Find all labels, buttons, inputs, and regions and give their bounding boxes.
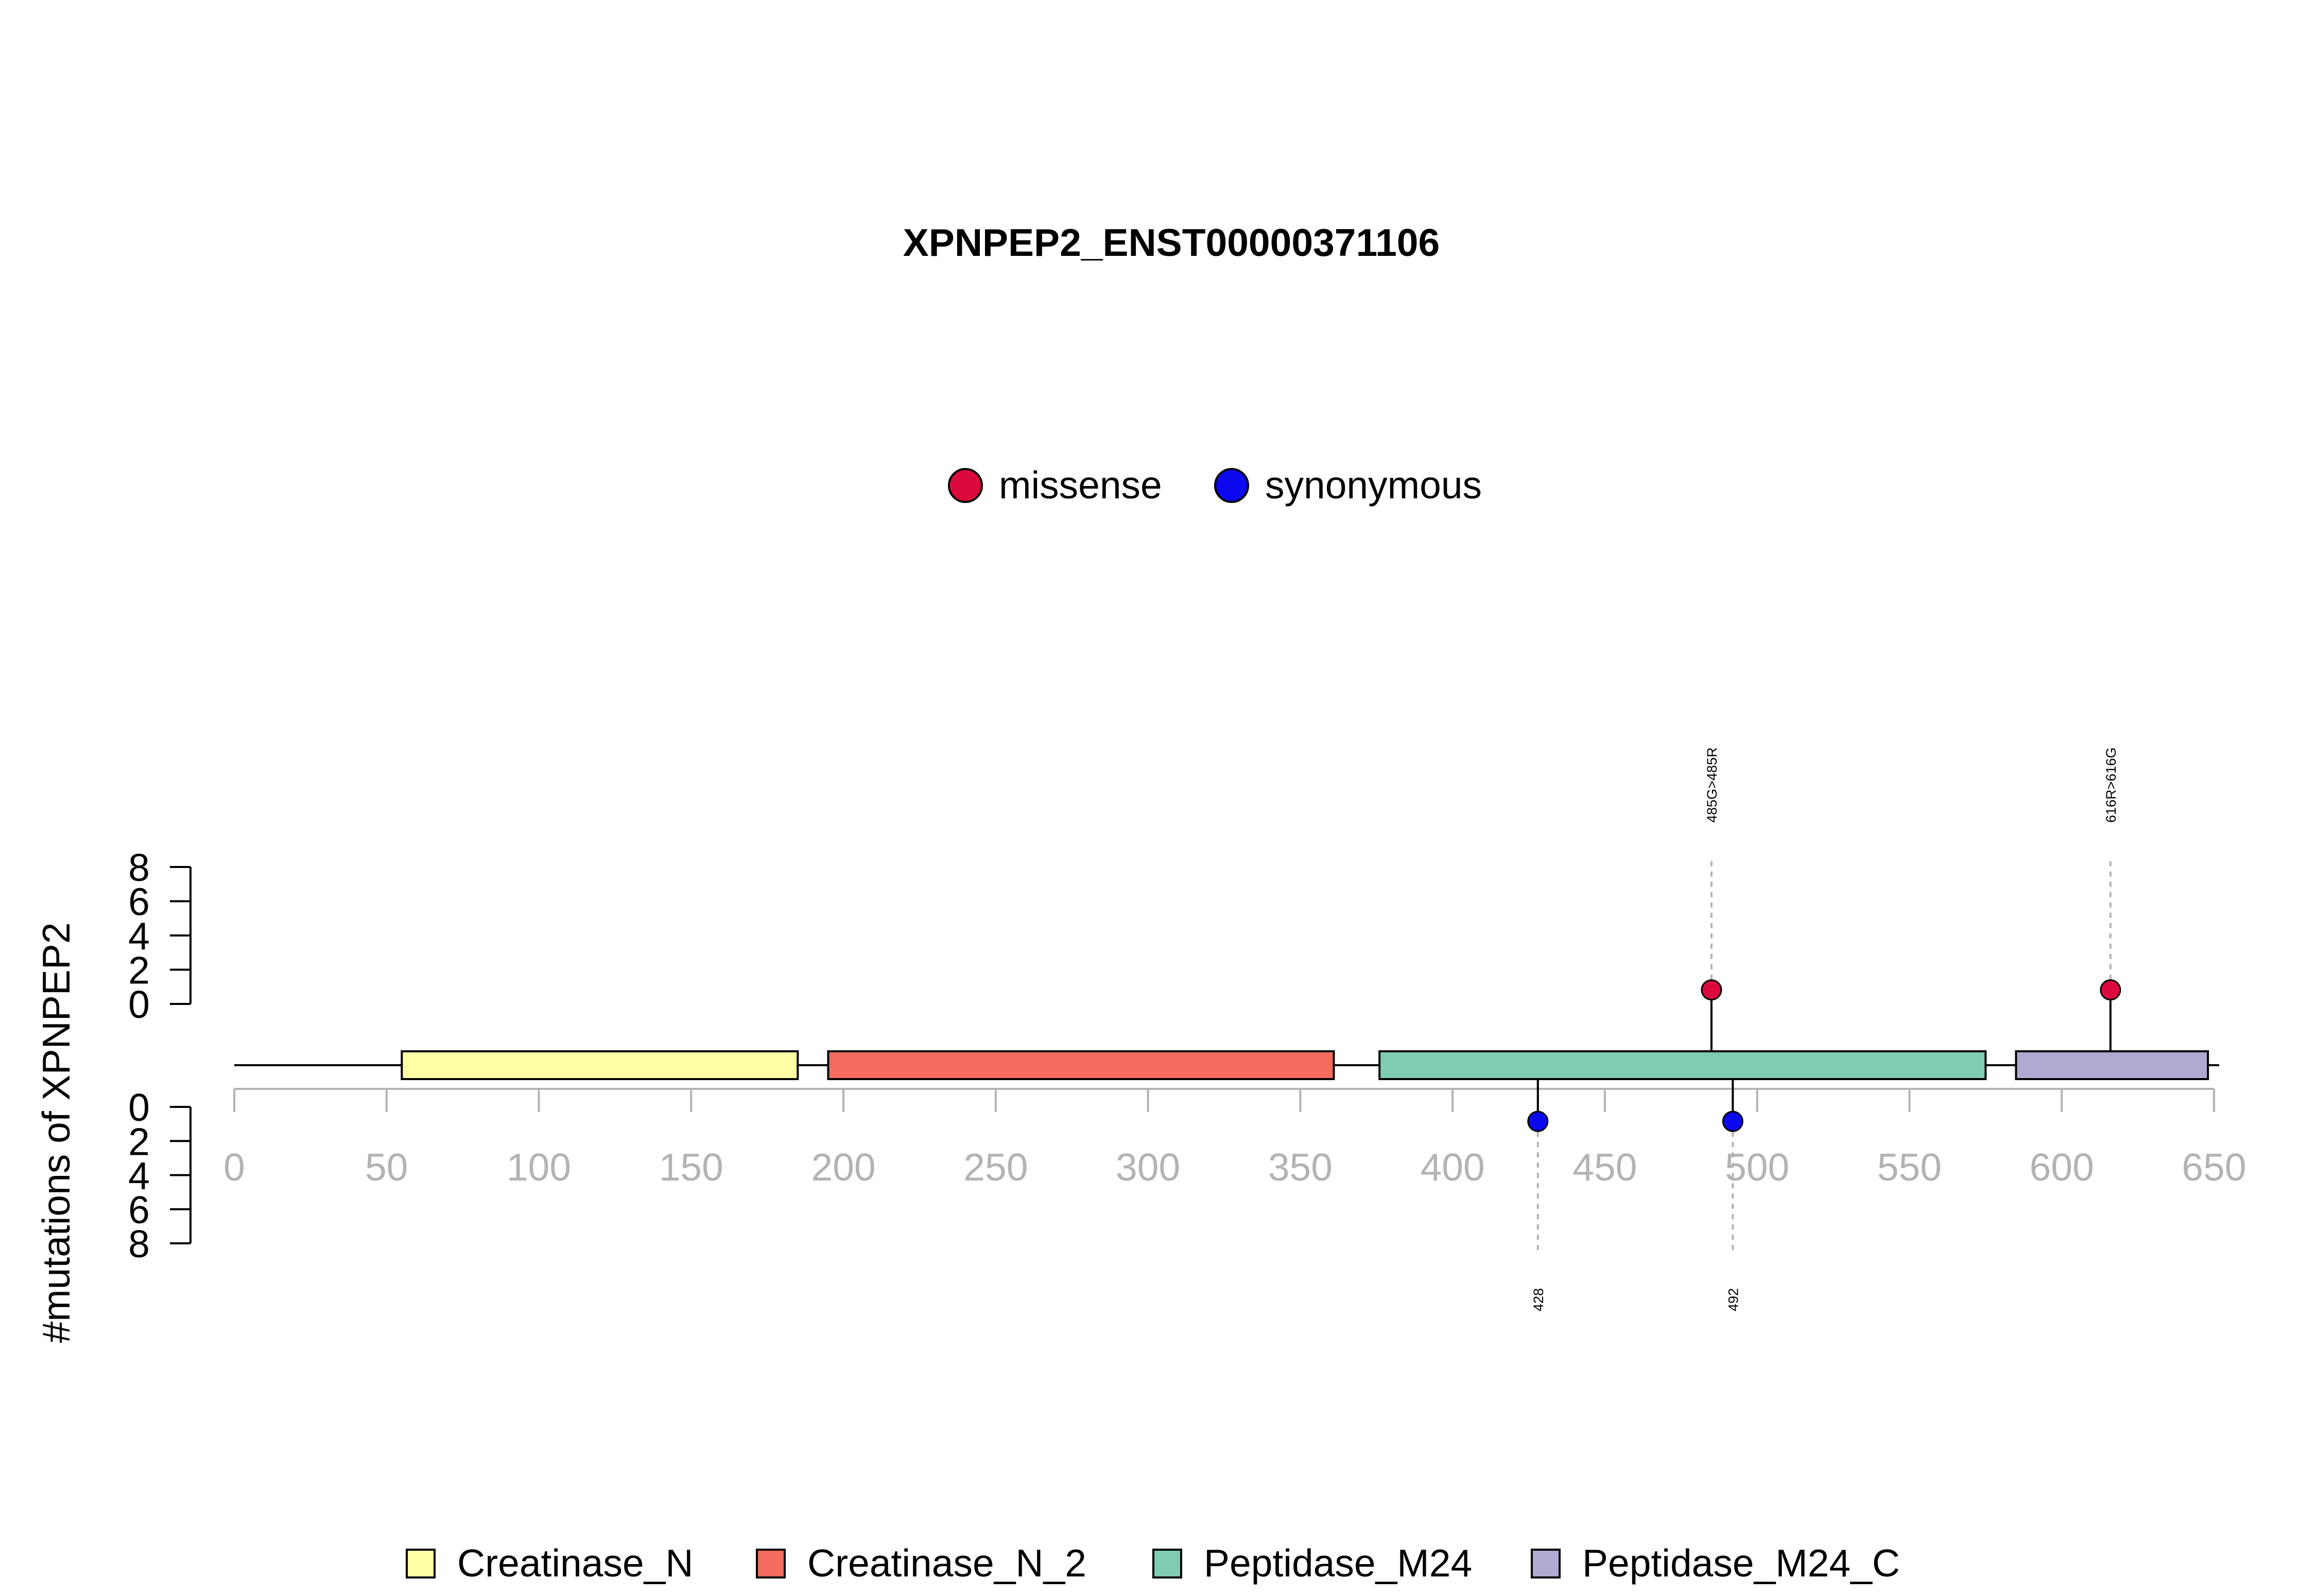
x-tick-label: 450	[1572, 1146, 1637, 1189]
x-tick-label: 600	[2030, 1146, 2094, 1189]
x-tick-label: 250	[963, 1146, 1028, 1189]
x-tick-label: 300	[1116, 1146, 1180, 1189]
legend-label-missense: missense	[999, 463, 1162, 507]
y-axis-label: #mutations of XPNPEP2	[34, 922, 78, 1343]
y-tick-label: 2	[128, 949, 150, 992]
mutation-lollipops: 485G>485R 616R>616G 428 492	[1527, 748, 2121, 1311]
legend-item-missense: missense	[948, 463, 1162, 507]
legend-label-synonymous: synonymous	[1265, 463, 1482, 507]
mutation-point	[1722, 1111, 1743, 1132]
x-tick-label: 400	[1421, 1146, 1485, 1189]
x-tick-label: 200	[811, 1146, 876, 1189]
mutation-point	[1701, 979, 1722, 1001]
mutation-label: 492	[1725, 1288, 1741, 1311]
domain-legend-item-Peptidase_M24: Peptidase_M24	[1152, 1541, 1472, 1585]
chart-title: XPNPEP2_ENST00000371106	[903, 221, 1440, 264]
y-tick-label: 4	[128, 1154, 150, 1198]
domain-legend-swatch	[1531, 1549, 1561, 1578]
x-axis: 0 50 100 150 200 250 300 350 400 450 500 550 600 650	[223, 1088, 2246, 1189]
y-tick-label: 0	[128, 1086, 150, 1129]
domain-track	[401, 1050, 2209, 1080]
mutation-428: 428	[1527, 1111, 1549, 1311]
domain-legend: Creatinase_N Creatinase_N_2 Peptidase_M24 P…	[406, 1541, 1900, 1585]
mutation-point	[2100, 979, 2121, 1001]
domain-legend-swatch	[406, 1549, 436, 1578]
y-tick-label: 8	[128, 846, 150, 889]
domain-legend-label: Peptidase_M24	[1204, 1541, 1472, 1585]
domain-Creatinase_N_2	[827, 1050, 1335, 1080]
domain-legend-label: Creatinase_N	[457, 1541, 694, 1585]
mutation-legend: missense synonymous	[948, 463, 1482, 507]
domain-Peptidase_M24	[1378, 1050, 1987, 1080]
legend-marker-missense	[948, 468, 983, 503]
x-tick-label: 150	[659, 1146, 723, 1189]
mutation-point	[1527, 1111, 1549, 1132]
y-tick-label: 4	[128, 914, 150, 958]
mutation-492: 492	[1722, 1111, 1743, 1311]
legend-item-synonymous: synonymous	[1214, 463, 1482, 507]
domain-legend-swatch	[756, 1549, 786, 1578]
y-tick-label: 2	[128, 1120, 150, 1163]
x-tick-label: 50	[365, 1146, 408, 1189]
mutation-616R>616G: 616R>616G	[2100, 748, 2121, 1001]
x-tick-label: 100	[507, 1146, 571, 1189]
mutation-label: 428	[1531, 1288, 1546, 1311]
domain-legend-label: Creatinase_N_2	[807, 1541, 1086, 1585]
mutation-label: 485G>485R	[1704, 748, 1720, 823]
x-tick-label: 350	[1268, 1146, 1333, 1189]
y-tick-label: 8	[128, 1222, 150, 1265]
domain-legend-item-Creatinase_N: Creatinase_N	[406, 1541, 694, 1585]
domain-legend-label: Peptidase_M24_C	[1582, 1541, 1900, 1585]
y-tick-label: 6	[128, 1188, 150, 1231]
y-tick-label: 0	[128, 983, 150, 1026]
x-tick-label: 0	[223, 1146, 245, 1189]
x-tick-label: 650	[2182, 1146, 2246, 1189]
mutation-label: 616R>616G	[2103, 748, 2119, 823]
y-tick-label: 6	[128, 880, 150, 924]
x-tick-label: 550	[1877, 1146, 1942, 1189]
x-tick-label: 500	[1725, 1146, 1789, 1189]
legend-marker-synonymous	[1214, 468, 1249, 503]
domain-Peptidase_M24_C	[2015, 1050, 2209, 1080]
mutation-485G>485R: 485G>485R	[1701, 748, 1722, 1001]
domain-legend-swatch	[1152, 1549, 1182, 1578]
domain-legend-item-Creatinase_N_2: Creatinase_N_2	[756, 1541, 1086, 1585]
domain-legend-item-Peptidase_M24_C: Peptidase_M24_C	[1531, 1541, 1900, 1585]
domain-Creatinase_N	[401, 1050, 799, 1080]
